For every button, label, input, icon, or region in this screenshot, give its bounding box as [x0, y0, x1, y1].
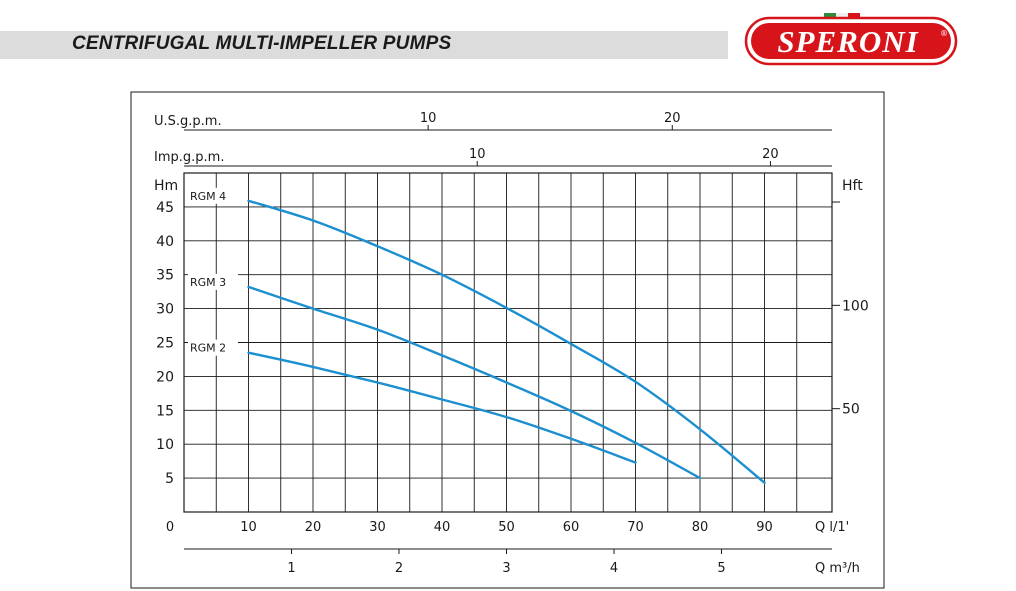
y-tick-label: 20: [156, 369, 174, 385]
series-label-rgm-4: RGM 4: [190, 190, 226, 203]
page-title: CENTRIFUGAL MULTI-IMPELLER PUMPS: [72, 33, 452, 54]
top-axes: 10 20 10 20: [184, 111, 832, 167]
bottom-axis-tick-label: 3: [502, 561, 510, 576]
flag-stripe-red: [848, 13, 860, 17]
y-tick-label: 45: [156, 200, 174, 216]
y2-axis-label: Hft: [842, 178, 863, 194]
y-axis-ticks: 5 10 15 20 25 30 35 40 45: [156, 200, 174, 487]
series-label-bg: [188, 339, 238, 356]
speroni-logo: SPERONI ®: [744, 13, 958, 66]
bottom-axis-tick-label: 1: [287, 561, 295, 576]
y-tick-label: 30: [156, 302, 174, 318]
x-tick-label: 0: [166, 520, 174, 535]
y-tick-label: 25: [156, 336, 174, 352]
x-tick-label: 10: [240, 520, 257, 535]
bottom-axis-tick-label: 5: [717, 561, 725, 576]
logo-fill: [751, 23, 951, 59]
bottom-axis-tick-label: 2: [395, 561, 403, 576]
series-label-bg: [188, 273, 238, 290]
flag-stripe-white: [836, 13, 848, 17]
top-axis-tick-label: 20: [762, 147, 779, 162]
chart-frame: [130, 91, 885, 589]
bottom-axis-tick-label: 4: [610, 561, 618, 576]
bottom-axis-label: Q m³/h: [815, 561, 860, 576]
y-tick-label: 35: [156, 268, 174, 284]
series-label-rgm-3: RGM 3: [190, 276, 226, 289]
x-tick-label: 80: [692, 520, 709, 535]
series-label-bg: [188, 187, 238, 204]
x-tick-label: 30: [369, 520, 386, 535]
series-line-rgm-4: [247, 199, 766, 484]
y2-axis-ticks: 50 100: [832, 201, 869, 418]
imp-gpm-axis-label: Imp.g.p.m.: [154, 150, 224, 165]
series-line-rgm-3: [247, 285, 702, 480]
x-tick-label: 40: [434, 520, 451, 535]
series-label-rgm-2: RGM 2: [190, 342, 226, 355]
x-axis-label: Q l/1': [815, 520, 849, 535]
series-lines: RGM 4 RGM 3 RGM 2: [188, 187, 766, 484]
y-tick-label: 40: [156, 234, 174, 250]
x-tick-label: 60: [563, 520, 580, 535]
flag-stripe-green: [824, 13, 836, 17]
y2-tick-label: 100: [842, 298, 869, 314]
us-gpm-axis-label: U.S.g.p.m.: [154, 114, 222, 129]
chart-grid: [184, 173, 832, 512]
y-tick-label: 10: [156, 437, 174, 453]
y2-tick-label: 50: [842, 402, 860, 418]
series-line-rgm-2: [247, 351, 637, 464]
top-axis-tick-label: 10: [420, 111, 437, 126]
y-tick-label: 15: [156, 403, 174, 419]
x-axis-ticks: 0 10 20 30 40 50 60 70 80 90: [166, 520, 773, 535]
x-tick-label: 70: [627, 520, 644, 535]
y-axis-label: Hm: [154, 178, 178, 194]
title-banner: [0, 31, 728, 59]
x-tick-label: 90: [756, 520, 773, 535]
top-axis-tick-label: 20: [664, 111, 681, 126]
top-axis-tick-label: 10: [469, 147, 486, 162]
logo-wordmark: SPERONI: [777, 24, 918, 59]
x-tick-label: 50: [498, 520, 515, 535]
y-tick-label: 5: [165, 471, 174, 487]
x-tick-label: 20: [305, 520, 322, 535]
registered-mark: ®: [940, 29, 948, 38]
plot-area-border: [183, 172, 833, 513]
bottom-axis: 1 2 3 4 5: [184, 548, 832, 576]
